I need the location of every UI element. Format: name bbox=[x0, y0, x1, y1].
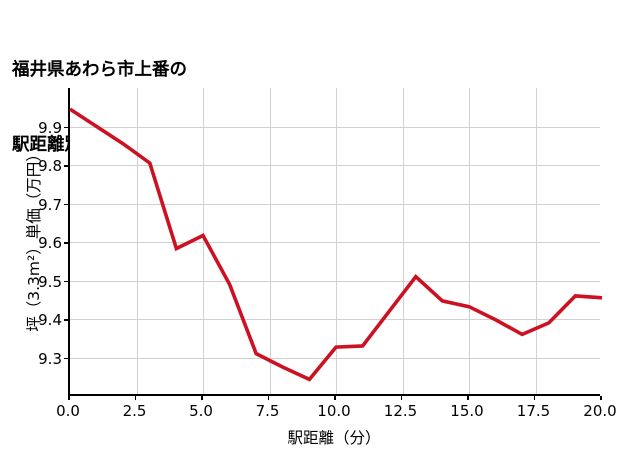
gridline-vertical bbox=[402, 88, 404, 394]
y-tick-label: 9.8 bbox=[38, 157, 62, 175]
x-tick-label: 15.0 bbox=[450, 402, 484, 420]
gridline-vertical bbox=[469, 88, 470, 394]
y-tick-mark bbox=[64, 242, 68, 244]
gridline-horizontal bbox=[70, 319, 600, 320]
x-tick-mark bbox=[201, 396, 203, 400]
x-tick-mark bbox=[467, 396, 469, 400]
gridline-horizontal bbox=[70, 242, 600, 243]
grid-layer bbox=[70, 88, 600, 394]
gridline-horizontal bbox=[70, 126, 600, 128]
x-tick-label: 2.5 bbox=[122, 402, 147, 420]
y-axis-title: 坪（3.3m²）単価（万円） bbox=[25, 146, 43, 332]
y-tick-label: 9.9 bbox=[38, 118, 62, 137]
gridline-horizontal bbox=[70, 357, 600, 359]
y-tick-mark bbox=[64, 280, 68, 283]
gridline-vertical bbox=[203, 88, 204, 394]
x-tick-mark bbox=[267, 396, 270, 400]
x-tick-label: 12.5 bbox=[383, 402, 418, 420]
y-tick-mark bbox=[64, 357, 68, 360]
y-tick-label: 9.6 bbox=[38, 234, 62, 252]
y-tick-mark bbox=[64, 203, 68, 206]
gridline-horizontal bbox=[70, 203, 600, 205]
x-tick-label: 5.0 bbox=[189, 402, 213, 420]
gridline-vertical bbox=[535, 88, 537, 394]
y-tick-mark bbox=[64, 319, 68, 321]
y-tick-label: 9.5 bbox=[38, 272, 62, 291]
gridline-horizontal bbox=[70, 280, 600, 282]
x-axis-title: 駅距離（分） bbox=[287, 429, 381, 447]
x-tick-label: 17.5 bbox=[516, 402, 551, 420]
x-tick-mark bbox=[134, 396, 137, 400]
gridline-vertical bbox=[269, 88, 271, 394]
x-tick-mark bbox=[600, 396, 602, 400]
y-tick-label: 9.4 bbox=[38, 311, 62, 329]
y-tick-mark bbox=[64, 165, 68, 167]
y-tick-mark bbox=[64, 126, 68, 129]
gridline-vertical bbox=[336, 88, 337, 394]
x-tick-label: 0.0 bbox=[56, 402, 80, 420]
y-tick-label: 9.7 bbox=[38, 195, 62, 214]
data-line-layer bbox=[69, 107, 603, 382]
gridline-horizontal bbox=[70, 165, 600, 166]
data-line-series-0 bbox=[69, 107, 603, 382]
y-tick-label: 9.3 bbox=[38, 349, 62, 368]
x-tick-mark bbox=[400, 396, 403, 400]
x-tick-mark bbox=[533, 396, 536, 400]
plot-area bbox=[68, 88, 603, 396]
x-tick-label: 20.0 bbox=[583, 402, 617, 420]
x-tick-label: 10.0 bbox=[317, 402, 351, 420]
x-tick-mark bbox=[334, 396, 336, 400]
x-tick-label: 7.5 bbox=[255, 402, 280, 420]
gridline-vertical bbox=[136, 88, 138, 394]
chart-title-line-1: 福井県あわら市上番の bbox=[12, 60, 187, 80]
x-tick-mark bbox=[68, 396, 70, 400]
